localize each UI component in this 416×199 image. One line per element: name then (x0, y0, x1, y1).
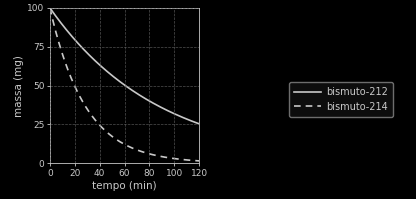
bismuto-212 (147, 100, 152, 102)
bismuto-212 (74, 40, 79, 43)
Line: bismuto-214: bismuto-214 (50, 8, 199, 161)
bismuto-214 (136, 149, 141, 151)
bismuto-214 (47, 7, 52, 9)
bismuto-212 (136, 93, 141, 95)
bismuto-212 (47, 7, 52, 9)
bismuto-214 (86, 110, 91, 112)
Legend: bismuto-212, bismuto-214: bismuto-212, bismuto-214 (289, 82, 393, 117)
bismuto-214 (147, 153, 152, 155)
X-axis label: tempo (min): tempo (min) (92, 180, 157, 190)
bismuto-214 (197, 160, 202, 162)
bismuto-214 (115, 139, 120, 141)
bismuto-212 (197, 123, 202, 125)
bismuto-214 (74, 89, 79, 91)
bismuto-212 (86, 53, 91, 55)
bismuto-214 (160, 156, 165, 158)
Y-axis label: massa (mg): massa (mg) (14, 55, 25, 116)
bismuto-212 (115, 79, 120, 81)
Line: bismuto-212: bismuto-212 (50, 8, 199, 124)
bismuto-212 (160, 107, 165, 109)
